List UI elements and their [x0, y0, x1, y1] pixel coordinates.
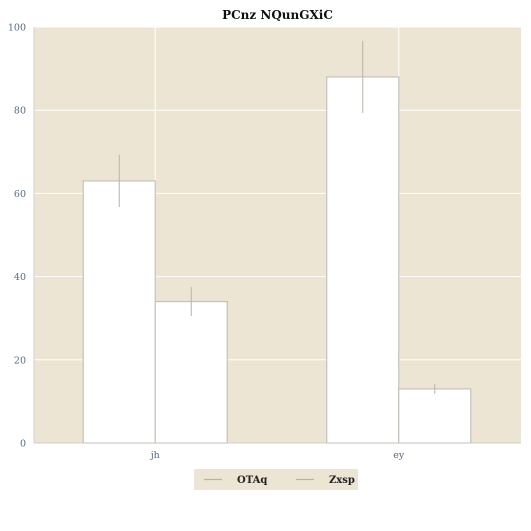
bars: [82, 40, 472, 444]
y-tick-label: 80: [14, 106, 26, 117]
legend-box: [194, 469, 358, 490]
y-tick-label: 0: [20, 439, 26, 450]
legend-label: Zxsp: [329, 475, 355, 486]
bar-OTAq-jh: [82, 180, 156, 444]
y-tick-label: 60: [14, 189, 26, 200]
legend: OTAq Zxsp: [194, 469, 358, 490]
y-tick-label: 100: [8, 23, 26, 34]
y-tick-label: 40: [14, 272, 26, 283]
x-tick-label: jh: [150, 450, 160, 461]
bar-Zxsp-ey: [398, 388, 472, 444]
axes: 0 20 40 60 80 100 jh ey: [8, 23, 521, 461]
bar-Zxsp-jh: [154, 300, 228, 444]
y-tick-label: 20: [14, 355, 26, 366]
legend-label: OTAq: [237, 475, 267, 486]
x-tick-label: ey: [393, 450, 405, 461]
chart-title: PCnz NQunGXiC: [222, 8, 333, 22]
bar-OTAq-ey: [326, 76, 400, 444]
